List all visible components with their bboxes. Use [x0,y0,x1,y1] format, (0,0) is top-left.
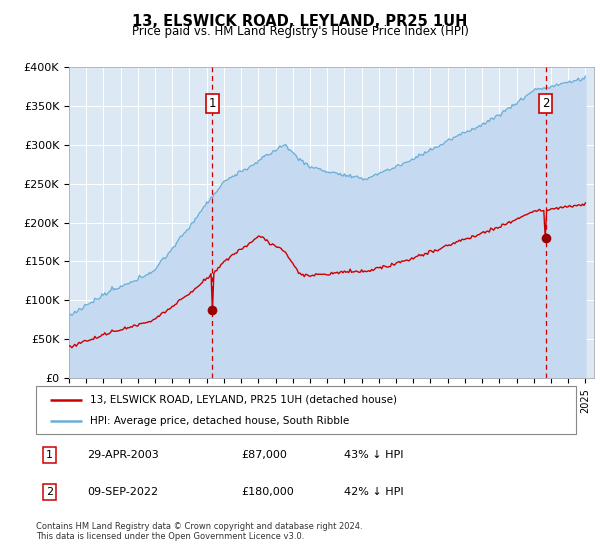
Text: 29-APR-2003: 29-APR-2003 [88,450,159,460]
Text: Price paid vs. HM Land Registry's House Price Index (HPI): Price paid vs. HM Land Registry's House … [131,25,469,38]
Text: £87,000: £87,000 [241,450,287,460]
Text: 2: 2 [46,487,53,497]
Text: 43% ↓ HPI: 43% ↓ HPI [344,450,403,460]
Text: Contains HM Land Registry data © Crown copyright and database right 2024.
This d: Contains HM Land Registry data © Crown c… [36,522,362,542]
Text: 42% ↓ HPI: 42% ↓ HPI [344,487,403,497]
Text: 13, ELSWICK ROAD, LEYLAND, PR25 1UH: 13, ELSWICK ROAD, LEYLAND, PR25 1UH [133,14,467,29]
Text: £180,000: £180,000 [241,487,294,497]
Text: HPI: Average price, detached house, South Ribble: HPI: Average price, detached house, Sout… [90,416,349,426]
Text: 13, ELSWICK ROAD, LEYLAND, PR25 1UH (detached house): 13, ELSWICK ROAD, LEYLAND, PR25 1UH (det… [90,395,397,405]
Text: 2: 2 [542,97,550,110]
Text: 1: 1 [209,97,216,110]
Text: 09-SEP-2022: 09-SEP-2022 [88,487,158,497]
Text: 1: 1 [46,450,53,460]
